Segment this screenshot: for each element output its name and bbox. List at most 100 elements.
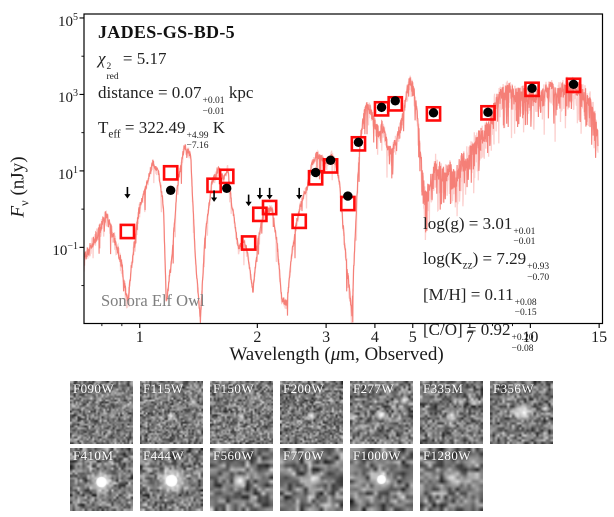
cutout-label: F200W	[283, 381, 324, 396]
cutout-F115W: F115W	[140, 381, 203, 444]
observed-photometry-marker	[165, 185, 176, 196]
model-name-label: Sonora Elf Owl	[101, 291, 205, 310]
observed-photometry-marker	[310, 167, 321, 178]
x-tick-label: 4	[370, 329, 379, 346]
cutout-label: F090W	[73, 381, 114, 396]
lower-error: red	[106, 72, 119, 83]
cutout-image-F090W	[70, 381, 133, 444]
cutout-image-F277W	[350, 381, 413, 444]
lower-error: −7.16	[186, 141, 209, 152]
lower-error: −0.01	[202, 106, 225, 117]
annotation-line: Teff = 322.49 +4.99 −7.16 K	[98, 117, 226, 152]
annotation-line: log(Kzz) = 7.29 +0.93 −0.70	[423, 249, 550, 283]
annotation-line: [M/H] = 0.11 +0.08 −0.15	[423, 284, 537, 319]
cutout-F560W: F560W	[210, 448, 273, 511]
y-tick-label: 101	[58, 164, 78, 183]
annotation-line: χ 2 red = 5.17	[98, 49, 167, 83]
y-axis-label: Fν (nJy)	[7, 156, 32, 218]
model-photometry-marker	[240, 235, 257, 251]
model-photometry-marker	[480, 104, 496, 121]
observed-photometry-marker	[353, 137, 364, 147]
cutout-label: F335M	[423, 381, 464, 396]
cutout-image-F1280W	[420, 448, 483, 511]
lower-error: −0.15	[514, 308, 537, 319]
model-photometry-marker	[350, 135, 367, 152]
cutout-F200W: F200W	[280, 381, 343, 444]
fit-summary-block: JADES-GS-BD-5 χ 2 red = 5.17 distance = 0.0…	[98, 22, 253, 151]
upper-error: 2	[106, 61, 112, 72]
x-tick-label: 2	[253, 329, 262, 346]
upper-error: +0.93	[527, 262, 550, 273]
cutout-image-F770W	[280, 448, 343, 511]
y-tick-label: 103	[58, 88, 78, 107]
observed-photometry-marker	[222, 183, 232, 194]
observed-photometry-marker	[325, 155, 336, 165]
lower-error: −0.70	[527, 272, 550, 283]
cutout-F444W: F444W	[140, 448, 203, 511]
cutout-image-F200W	[280, 381, 343, 444]
cutout-label: F115W	[143, 381, 184, 396]
observed-photometry-marker	[568, 79, 579, 90]
fit-params-right: log(g) = 3.01 +0.01 −0.01 log(Kzz) = 7.29 +0…	[423, 212, 549, 354]
x-tick-label: 10	[522, 329, 539, 346]
cutout-image-F335M	[420, 381, 483, 444]
cutout-F150W: F150W	[210, 381, 273, 444]
upper-error: +4.99	[186, 130, 209, 141]
cutout-image-F1000W	[350, 448, 413, 511]
cutout-image-F444W	[140, 448, 203, 511]
cutout-label: F1280W	[423, 448, 471, 463]
object-name: JADES-GS-BD-5	[98, 22, 235, 42]
model-photometry-marker	[565, 77, 582, 94]
x-tick-label: 1	[135, 329, 144, 346]
cutout-image-F115W	[140, 381, 203, 444]
annotation-line: distance = 0.07 +0.01 −0.01 kpc	[98, 83, 254, 117]
cutout-label: F444W	[143, 448, 184, 463]
cutout-F1000W: F1000W	[350, 448, 413, 511]
upper-limit-arrowhead	[256, 194, 263, 200]
cutout-label: F356W	[493, 381, 534, 396]
lower-error: −0.08	[511, 343, 534, 354]
cutout-F770W: F770W	[280, 448, 343, 511]
observed-photometry-marker	[390, 96, 400, 106]
observed-photometry-marker	[483, 107, 493, 118]
model-photometry-marker	[261, 199, 278, 216]
model-photometry-marker	[218, 168, 235, 185]
annotation-line: log(g) = 3.01 +0.01 −0.01	[423, 214, 536, 248]
upper-limit-arrowhead	[245, 201, 252, 207]
cutout-label: F277W	[353, 381, 394, 396]
model-photometry-marker	[291, 213, 308, 230]
lower-error: −0.01	[513, 237, 536, 248]
cutout-F277W: F277W	[350, 381, 413, 444]
cutout-image-F356W	[490, 381, 553, 444]
model-photometry-marker	[425, 105, 442, 122]
cutout-image-F560W	[210, 448, 273, 511]
cutout-image-F150W	[210, 381, 273, 444]
observed-photometry-marker	[376, 102, 387, 113]
upper-limit-arrowhead	[296, 194, 303, 200]
x-tick-label: 3	[322, 329, 331, 346]
sed-plot-canvas	[79, 13, 604, 328]
observed-photometry-marker	[343, 191, 353, 201]
cutout-label: F1000W	[353, 448, 401, 463]
upper-limit-arrowhead	[124, 194, 131, 199]
x-tick-label: 15	[591, 329, 608, 346]
upper-error: +0.08	[514, 297, 537, 308]
upper-limit-arrowhead	[210, 197, 218, 202]
y-tick-label: 10−1	[52, 241, 78, 260]
y-tick-label: 105	[58, 11, 78, 30]
cutout-label: F410M	[73, 448, 114, 463]
x-axis-label: Wavelength (μm, Observed)	[229, 344, 444, 365]
annotation-line: [C/O] = 0.92 +0.20 −0.08	[423, 320, 534, 354]
cutout-F090W: F090W	[70, 381, 133, 444]
x-tick-label: 7	[465, 329, 474, 346]
cutout-F1280W: F1280W	[420, 448, 483, 511]
cutout-label: F770W	[283, 448, 324, 463]
model-photometry-marker	[162, 164, 179, 181]
fit-params-left: χ 2 red = 5.17 distance = 0.07 +0.01 −0.01 kp…	[98, 48, 253, 151]
model-photometry-marker	[119, 223, 136, 240]
upper-error: +0.01	[202, 96, 225, 107]
cutout-F410M: F410M	[70, 448, 133, 511]
upper-limit-arrowhead	[266, 194, 273, 200]
cutout-label: F150W	[213, 381, 254, 396]
